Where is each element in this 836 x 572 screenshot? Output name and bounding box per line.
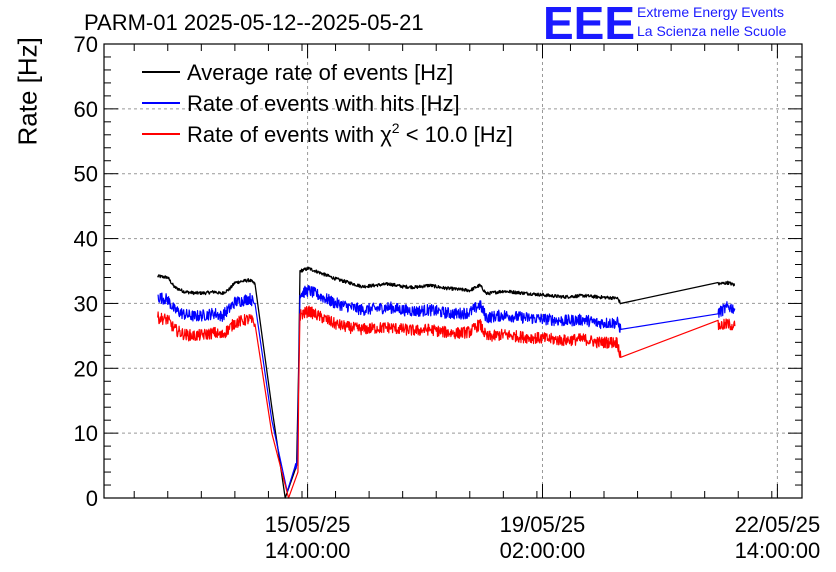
y-tick-label: 20 <box>74 356 98 381</box>
eee-logo-caption: Extreme Energy Events La Scienza nelle S… <box>637 3 786 41</box>
chart-title: PARM-01 2025-05-12--2025-05-21 <box>84 10 424 35</box>
legend-entry: Rate of events with hits [Hz] <box>187 91 460 116</box>
x-tick-label-date: 22/05/25 <box>735 512 821 537</box>
legend: Average rate of events [Hz] Rate of event… <box>142 60 513 147</box>
series-lines <box>157 266 736 499</box>
axes: 01020304050607015/05/2514:00:0019/05/250… <box>74 32 821 563</box>
series-line-hits <box>157 285 736 493</box>
eee-logo: EEE <box>543 0 636 49</box>
x-tick-label-time: 14:00:00 <box>735 538 821 563</box>
y-tick-label: 10 <box>74 421 98 446</box>
legend-entry: Average rate of events [Hz] <box>187 60 453 85</box>
grid <box>104 44 802 498</box>
x-tick-label-time: 14:00:00 <box>265 538 351 563</box>
legend-entry: Rate of events with χ2 < 10.0 [Hz] <box>187 120 513 147</box>
x-tick-label-date: 19/05/25 <box>500 512 586 537</box>
y-tick-label: 60 <box>74 97 98 122</box>
logo-line-2: La Scienza nelle Scuole <box>637 23 787 39</box>
series-line-average <box>157 266 736 499</box>
y-tick-label: 70 <box>74 32 98 57</box>
x-tick-label-date: 15/05/25 <box>265 512 351 537</box>
logo-line-1: Extreme Energy Events <box>637 4 785 20</box>
x-tick-label-time: 02:00:00 <box>500 538 586 563</box>
y-tick-label: 30 <box>74 291 98 316</box>
y-tick-label: 0 <box>86 486 98 511</box>
series-line-chi2 <box>157 305 736 499</box>
y-tick-label: 50 <box>74 162 98 187</box>
y-tick-label: 40 <box>74 227 98 252</box>
plot-frame <box>103 43 803 499</box>
